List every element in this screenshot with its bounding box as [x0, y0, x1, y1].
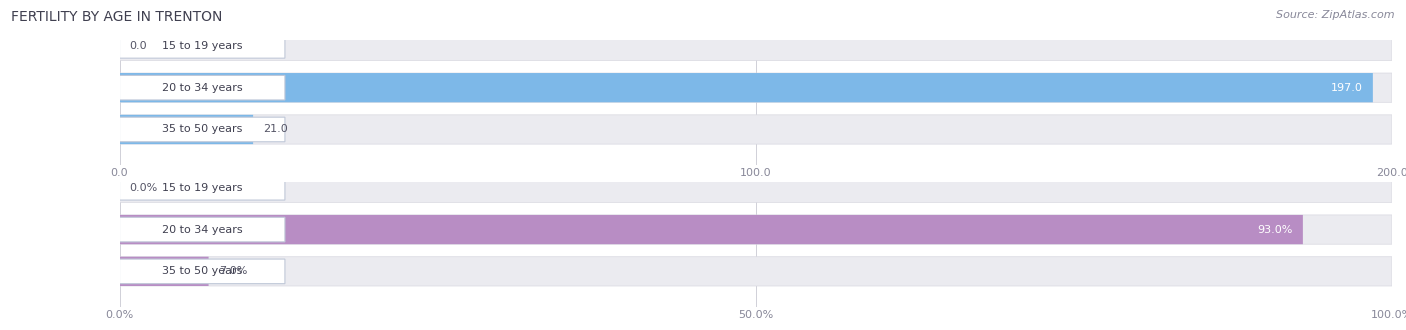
Text: 0.0: 0.0 — [129, 41, 148, 51]
Text: 15 to 19 years: 15 to 19 years — [162, 41, 242, 51]
Text: 35 to 50 years: 35 to 50 years — [162, 124, 242, 134]
Text: 197.0: 197.0 — [1331, 83, 1362, 93]
FancyBboxPatch shape — [120, 115, 253, 144]
FancyBboxPatch shape — [120, 73, 1372, 102]
FancyBboxPatch shape — [120, 115, 1392, 144]
Text: 0.0%: 0.0% — [129, 183, 157, 193]
Text: 15 to 19 years: 15 to 19 years — [162, 183, 242, 193]
Text: Source: ZipAtlas.com: Source: ZipAtlas.com — [1277, 10, 1395, 20]
Text: 20 to 34 years: 20 to 34 years — [162, 225, 242, 235]
Text: 20 to 34 years: 20 to 34 years — [162, 83, 242, 93]
FancyBboxPatch shape — [120, 34, 285, 58]
FancyBboxPatch shape — [120, 117, 285, 142]
Text: 7.0%: 7.0% — [219, 266, 247, 276]
FancyBboxPatch shape — [120, 259, 285, 284]
FancyBboxPatch shape — [120, 257, 1392, 286]
FancyBboxPatch shape — [120, 215, 1303, 244]
Text: 93.0%: 93.0% — [1257, 225, 1292, 235]
FancyBboxPatch shape — [120, 217, 285, 242]
Text: 35 to 50 years: 35 to 50 years — [162, 266, 242, 276]
Text: 21.0: 21.0 — [263, 124, 288, 134]
FancyBboxPatch shape — [120, 173, 1392, 202]
FancyBboxPatch shape — [120, 31, 1392, 60]
FancyBboxPatch shape — [120, 73, 1392, 102]
FancyBboxPatch shape — [120, 215, 1392, 244]
Text: FERTILITY BY AGE IN TRENTON: FERTILITY BY AGE IN TRENTON — [11, 10, 222, 24]
FancyBboxPatch shape — [120, 257, 208, 286]
FancyBboxPatch shape — [120, 75, 285, 100]
FancyBboxPatch shape — [120, 176, 285, 200]
